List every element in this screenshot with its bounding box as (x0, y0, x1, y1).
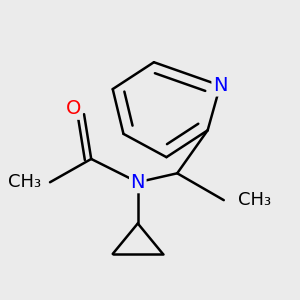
Text: CH₃: CH₃ (8, 173, 41, 191)
Text: N: N (130, 173, 145, 192)
Text: CH₃: CH₃ (238, 191, 271, 209)
Text: O: O (66, 99, 81, 118)
Text: N: N (213, 76, 227, 95)
